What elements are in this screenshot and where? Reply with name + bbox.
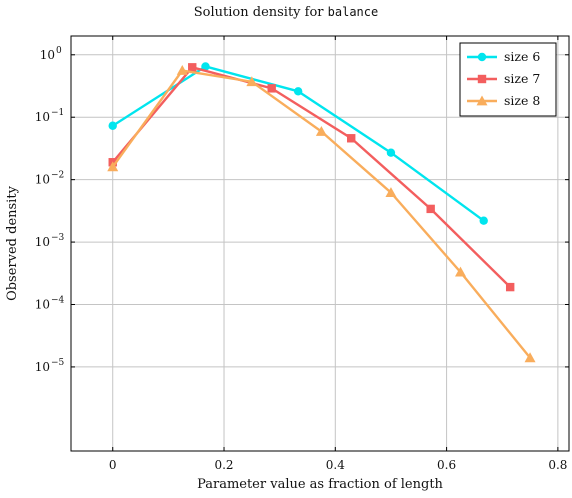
data-point [385,187,397,198]
data-point [108,121,117,130]
y-tick-exponent: −5 [51,358,65,368]
data-point [267,84,276,93]
y-tick-exponent: −2 [51,171,64,181]
y-tick-exponent: −1 [51,108,64,118]
data-point [107,161,119,172]
y-tick-label: 10 [40,48,55,62]
legend-marker [477,52,487,62]
data-point [454,266,466,277]
legend: size 6 size 7 size 8 [459,42,557,117]
legend-marker [476,95,488,106]
y-tick-label: 10 [35,235,50,249]
y-tick-label: 10 [35,110,50,124]
data-point [479,216,488,225]
plot-series [107,62,536,363]
series-1 [108,63,515,292]
grid [71,36,569,451]
series-0 [108,62,488,225]
chart-title: Solution density for balance [194,5,378,20]
x-tick-label: 0.2 [214,458,233,472]
x-tick-label: 0.8 [548,458,567,472]
y-axis-label: Observed density [5,185,20,300]
data-point [176,65,188,75]
legend-marker [477,74,487,84]
data-point [246,76,258,87]
series-line [111,66,512,288]
data-point [315,126,327,136]
y-tick-label: 10 [35,297,50,311]
data-point [293,87,303,96]
legend-label: size 6 [504,49,540,64]
y-tick-exponent: 0 [56,46,62,56]
data-point [505,282,515,292]
data-point [386,148,396,157]
series-2 [107,65,536,363]
x-tick-label: 0.6 [437,458,456,472]
legend-label: size 7 [504,71,540,86]
data-point [426,204,435,214]
x-tick-label: 0 [109,458,117,472]
x-tick-label: 0.4 [326,458,345,472]
data-point [347,134,356,143]
data-point [201,62,210,71]
y-tick-exponent: −3 [51,233,65,243]
plot-frame [70,35,570,452]
legend-label: size 8 [504,93,540,108]
y-tick-label: 10 [35,360,50,374]
data-point [524,352,536,363]
y-tick-exponent: −4 [51,295,65,305]
x-axis-label: Parameter value as fraction of length [197,477,443,492]
data-point [188,63,197,72]
y-tick-label: 10 [35,173,50,187]
